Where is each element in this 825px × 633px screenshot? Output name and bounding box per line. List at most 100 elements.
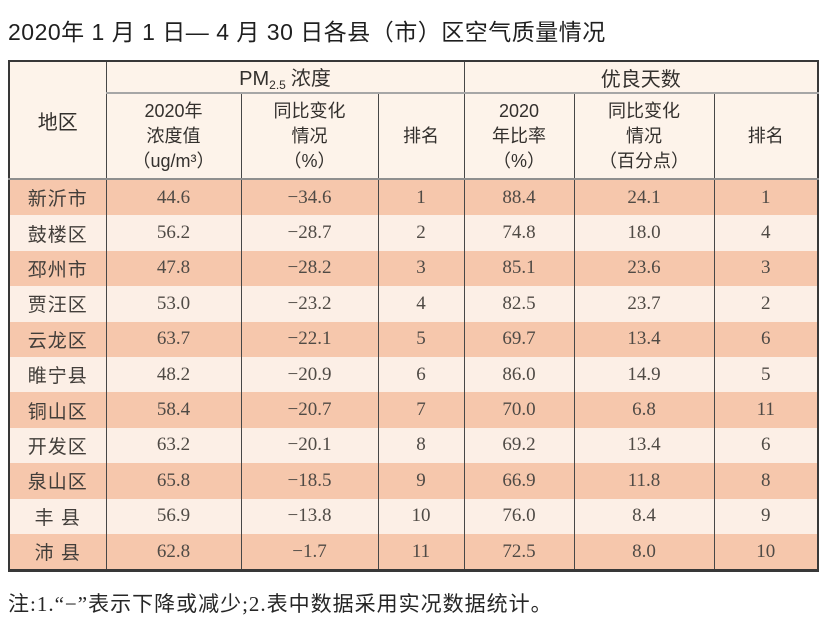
value-cell: 13.4 xyxy=(573,427,715,464)
pm25-label-suffix: 浓度 xyxy=(290,68,331,90)
column-header-region: 地区 xyxy=(8,61,106,180)
value-cell: 58.4 xyxy=(105,392,241,428)
column-header-days-change: 同比变化 情况 （百分点） xyxy=(573,93,715,180)
table-row: 铜山区 58.4 −20.7 7 70.0 6.8 11 xyxy=(8,392,819,428)
region-cell: 睢宁县 xyxy=(8,356,106,393)
column-header-days-ratio: 2020 年比率 （%） xyxy=(463,93,575,180)
value-cell: 1 xyxy=(713,179,819,216)
value-cell: 3 xyxy=(713,250,819,287)
value-cell: −13.8 xyxy=(240,498,378,534)
value-cell: 13.4 xyxy=(573,321,715,357)
value-cell: 76.0 xyxy=(463,498,575,534)
value-cell: 56.9 xyxy=(105,498,241,534)
air-quality-table: 地区 PM2.5 浓度 优良天数 2020年 浓度值 （ug/m³） 同比变化 情… xyxy=(8,60,820,573)
value-cell: 5 xyxy=(713,356,819,393)
column-group-pm25: PM2.5 浓度 xyxy=(105,61,465,94)
value-cell: 48.2 xyxy=(105,356,241,393)
value-cell: 1 xyxy=(377,179,465,216)
value-cell: −28.7 xyxy=(240,215,378,251)
footnote: 注:1.“−”表示下降或减少;2.表中数据采用实况数据统计。 xyxy=(8,592,553,617)
value-cell: −20.1 xyxy=(240,427,378,464)
value-cell: 11 xyxy=(713,392,819,428)
value-cell: 11 xyxy=(377,533,465,571)
value-cell: 53.0 xyxy=(105,286,241,322)
header-sub-row: 2020年 浓度值 （ug/m³） 同比变化 情况 （%） 排名 2020 年比… xyxy=(9,93,819,180)
column-header-days-rank: 排名 xyxy=(713,93,819,180)
value-cell: 74.8 xyxy=(463,215,575,251)
value-cell: 88.4 xyxy=(463,179,575,216)
value-cell: 9 xyxy=(713,498,819,534)
value-cell: 8 xyxy=(377,427,465,464)
value-cell: −20.9 xyxy=(240,356,378,393)
value-cell: −23.2 xyxy=(240,286,378,322)
value-cell: 8.0 xyxy=(573,533,715,571)
value-cell: 2 xyxy=(713,286,819,322)
pm25-label-prefix: PM xyxy=(239,68,270,90)
region-cell: 泉山区 xyxy=(8,463,106,499)
value-cell: 4 xyxy=(713,215,819,251)
table-row: 新沂市 44.6 −34.6 1 88.4 24.1 1 xyxy=(8,179,819,216)
table-row: 丰 县 56.9 −13.8 10 76.0 8.4 9 xyxy=(8,498,819,534)
region-cell: 鼓楼区 xyxy=(8,215,106,251)
column-header-pm-value: 2020年 浓度值 （ug/m³） xyxy=(105,93,241,180)
value-cell: 4 xyxy=(377,286,465,322)
table-row: 鼓楼区 56.2 −28.7 2 74.8 18.0 4 xyxy=(8,215,819,251)
value-cell: −1.7 xyxy=(240,533,378,571)
table-row: 云龙区 63.7 −22.1 5 69.7 13.4 6 xyxy=(8,321,819,357)
value-cell: 3 xyxy=(377,250,465,287)
column-group-good-days: 优良天数 xyxy=(463,61,819,94)
value-cell: 23.6 xyxy=(573,250,715,287)
region-cell: 邳州市 xyxy=(8,250,106,287)
value-cell: 11.8 xyxy=(573,463,715,499)
value-cell: −20.7 xyxy=(240,392,378,428)
table-header: 地区 PM2.5 浓度 优良天数 2020年 浓度值 （ug/m³） 同比变化 情… xyxy=(8,61,819,180)
table-row: 沛 县 62.8 −1.7 11 72.5 8.0 10 xyxy=(8,533,819,571)
value-cell: 7 xyxy=(377,392,465,428)
value-cell: 56.2 xyxy=(105,215,241,251)
value-cell: −18.5 xyxy=(240,463,378,499)
region-cell: 贾汪区 xyxy=(8,286,106,322)
value-cell: 8.4 xyxy=(573,498,715,534)
pm25-label-subscript: 2.5 xyxy=(269,78,286,92)
value-cell: 6 xyxy=(713,427,819,464)
value-cell: 10 xyxy=(377,498,465,534)
header-group-row: 地区 PM2.5 浓度 优良天数 xyxy=(8,61,819,180)
column-header-pm-rank: 排名 xyxy=(377,93,465,180)
value-cell: 8 xyxy=(713,463,819,499)
value-cell: 6 xyxy=(377,356,465,393)
value-cell: 82.5 xyxy=(463,286,575,322)
value-cell: 5 xyxy=(377,321,465,357)
value-cell: 70.0 xyxy=(463,392,575,428)
value-cell: 63.7 xyxy=(105,321,241,357)
table-row: 睢宁县 48.2 −20.9 6 86.0 14.9 5 xyxy=(8,356,819,393)
value-cell: 24.1 xyxy=(573,179,715,216)
value-cell: 85.1 xyxy=(463,250,575,287)
region-cell: 开发区 xyxy=(8,427,106,464)
value-cell: 18.0 xyxy=(573,215,715,251)
region-cell: 铜山区 xyxy=(8,392,106,428)
region-cell: 沛 县 xyxy=(8,533,106,571)
value-cell: 65.8 xyxy=(105,463,241,499)
column-header-pm-change: 同比变化 情况 （%） xyxy=(240,93,378,180)
value-cell: 69.7 xyxy=(463,321,575,357)
value-cell: −28.2 xyxy=(240,250,378,287)
table-row: 泉山区 65.8 −18.5 9 66.9 11.8 8 xyxy=(8,463,819,499)
region-cell: 云龙区 xyxy=(8,321,106,357)
table-row: 邳州市 47.8 −28.2 3 85.1 23.6 3 xyxy=(8,250,819,287)
value-cell: 66.9 xyxy=(463,463,575,499)
value-cell: 62.8 xyxy=(105,533,241,571)
value-cell: 47.8 xyxy=(105,250,241,287)
value-cell: 6.8 xyxy=(573,392,715,428)
value-cell: 69.2 xyxy=(463,427,575,464)
value-cell: 72.5 xyxy=(463,533,575,571)
value-cell: 44.6 xyxy=(105,179,241,216)
value-cell: 23.7 xyxy=(573,286,715,322)
region-cell: 丰 县 xyxy=(8,498,106,534)
value-cell: 63.2 xyxy=(105,427,241,464)
value-cell: 10 xyxy=(713,533,819,571)
table-row: 开发区 63.2 −20.1 8 69.2 13.4 6 xyxy=(8,427,819,464)
table-row: 贾汪区 53.0 −23.2 4 82.5 23.7 2 xyxy=(8,286,819,322)
value-cell: 6 xyxy=(713,321,819,357)
value-cell: −34.6 xyxy=(240,179,378,216)
value-cell: 9 xyxy=(377,463,465,499)
